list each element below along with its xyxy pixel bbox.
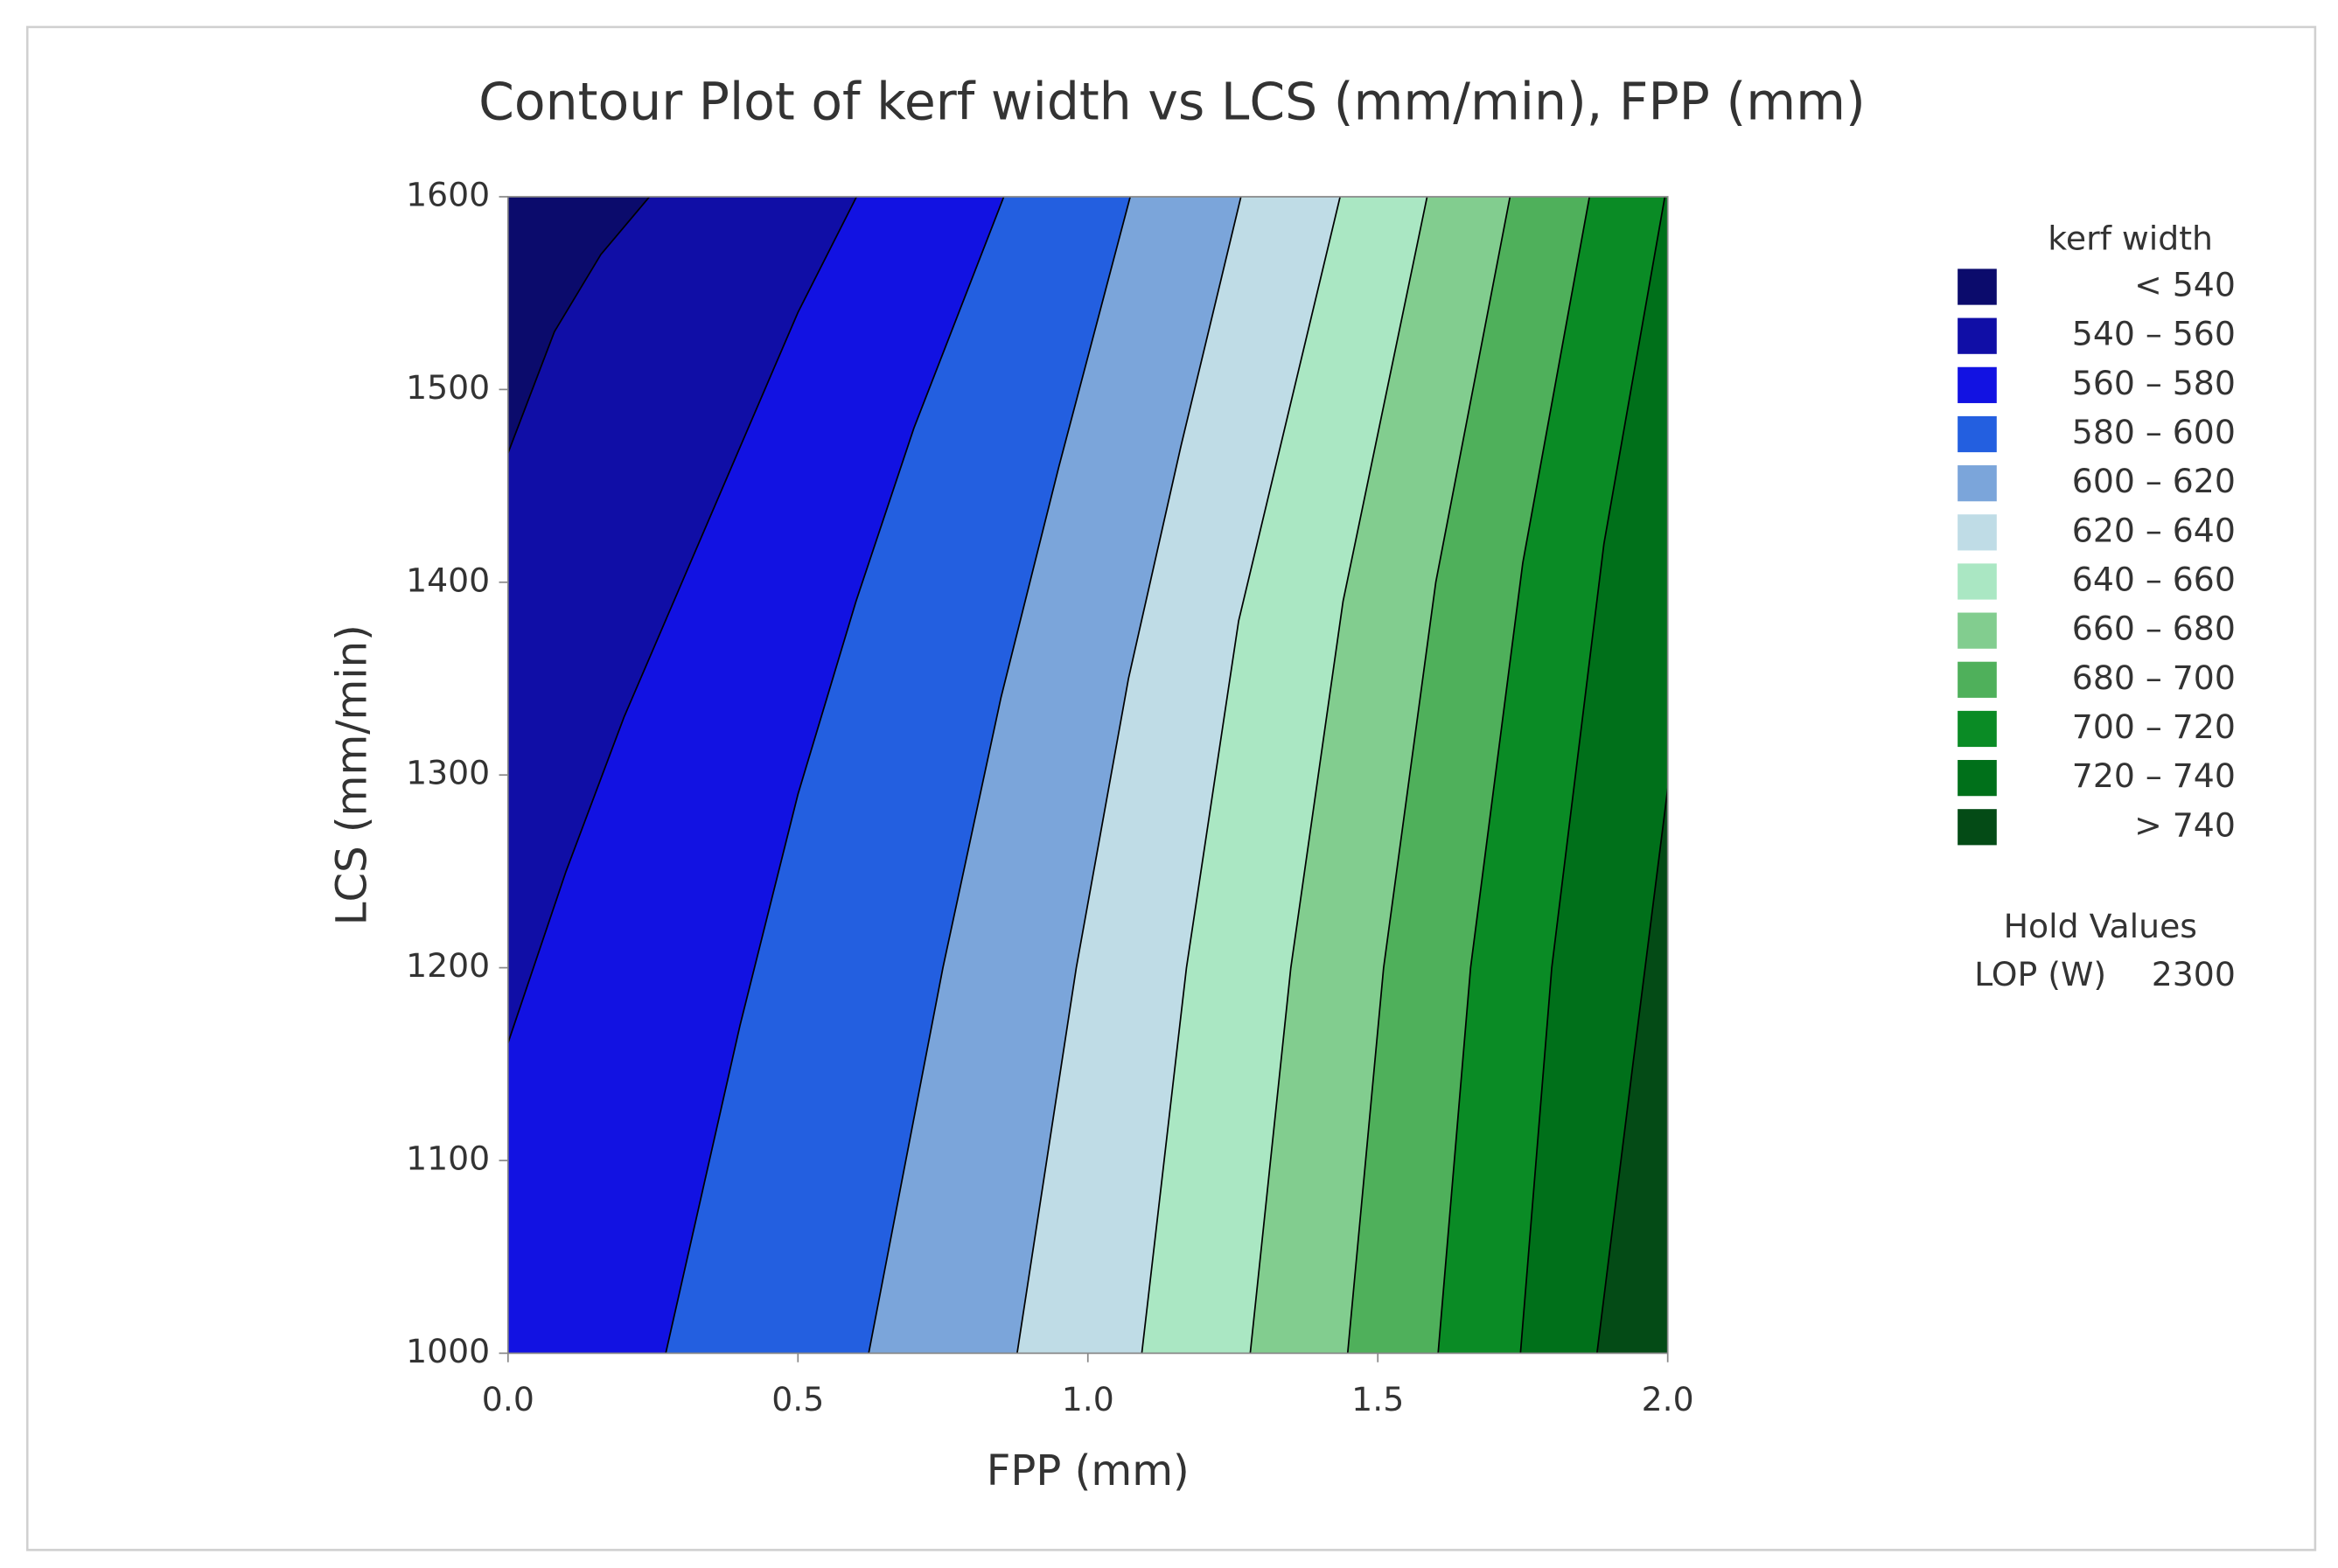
legend-swatch (1958, 563, 1997, 600)
y-tick-label: 1200 (406, 946, 490, 985)
x-tick-label: 0.5 (771, 1380, 824, 1418)
contour-line (507, 196, 651, 454)
contour-line (1016, 196, 1242, 1354)
contour-line (1346, 196, 1511, 1354)
legend-swatch (1958, 317, 1997, 354)
legend-label: 700 – 720 (2072, 707, 2236, 746)
contour-line (1141, 196, 1341, 1354)
y-tick-label: 1300 (406, 754, 490, 792)
contour-line (868, 196, 1131, 1354)
legend-label: < 540 (2134, 266, 2236, 304)
legend-title: kerf width (2048, 219, 2213, 257)
legend-swatch (1958, 760, 1997, 797)
y-tick-label: 1400 (406, 561, 490, 599)
contour-line (1249, 196, 1428, 1354)
legend-label: 660 – 680 (2072, 610, 2236, 648)
legend-swatch (1958, 661, 1997, 698)
y-tick-label: 1500 (406, 368, 490, 407)
hold-value: 2300 (2152, 955, 2236, 993)
contour-line (1519, 196, 1666, 1354)
y-tick-label: 1100 (406, 1139, 490, 1178)
legend-swatch (1958, 268, 1997, 305)
legend-swatch (1958, 809, 1997, 846)
legend-label: 720 – 740 (2072, 756, 2236, 795)
contour-line (1437, 196, 1591, 1354)
legend-swatch (1958, 710, 1997, 748)
hold-label: LOP (W) (1974, 955, 2106, 993)
legend-swatch (1958, 415, 1997, 453)
chart-title: Contour Plot of kerf width vs LCS (mm/mi… (478, 72, 1866, 131)
y-tick-label: 1000 (406, 1332, 490, 1370)
x-tick-label: 1.0 (1062, 1380, 1114, 1418)
legend-label: 600 – 620 (2072, 462, 2236, 500)
contour-line (665, 196, 1005, 1354)
legend-label: > 740 (2134, 805, 2236, 844)
x-tick-label: 2.0 (1642, 1380, 1694, 1418)
legend-swatch (1958, 366, 1997, 403)
hold-title: Hold Values (2004, 907, 2197, 945)
contour-band (1520, 196, 1668, 1354)
y-tick-label: 1600 (406, 175, 490, 213)
legend-swatch (1958, 465, 1997, 502)
plot-area: 0.0 0.5 1.0 1.5 2.0 1000 1100 1200 1300 1400 1500 1… (406, 175, 1694, 1418)
legend-swatch (1958, 612, 1997, 649)
legend-swatch (1958, 514, 1997, 551)
contour-line (1595, 788, 1669, 1354)
legend-label: 540 – 560 (2072, 315, 2236, 353)
legend-label: 620 – 640 (2072, 511, 2236, 549)
x-axis-label: FPP (mm) (987, 1446, 1190, 1495)
x-tick-label: 1.5 (1351, 1380, 1404, 1418)
y-axis-label: LCS (mm/min) (328, 624, 377, 925)
legend-label: 560 – 580 (2072, 364, 2236, 402)
legend-label: 580 – 600 (2072, 413, 2236, 451)
legend-label: 680 – 700 (2072, 659, 2236, 697)
contour-line (507, 196, 858, 1043)
legend-label: 640 – 660 (2072, 560, 2236, 598)
x-tick-label: 0.0 (482, 1380, 534, 1418)
